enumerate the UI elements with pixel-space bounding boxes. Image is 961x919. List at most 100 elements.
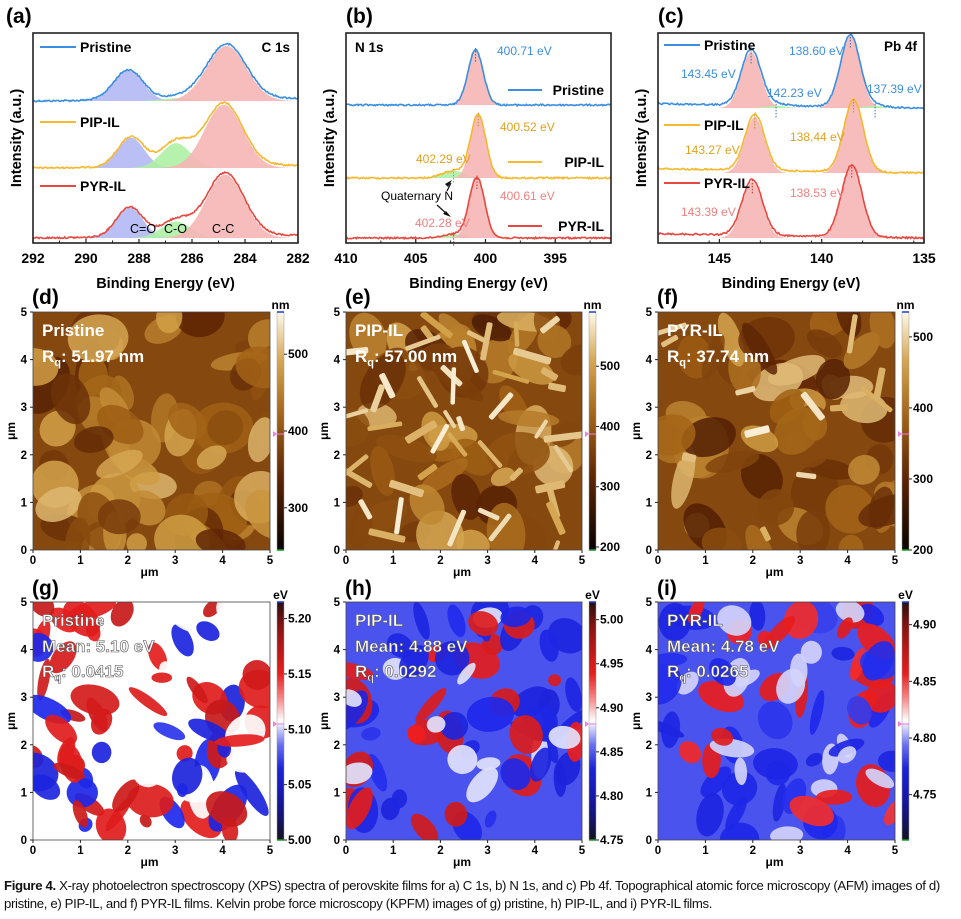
series-line-pristine	[32, 42, 299, 103]
domain	[434, 640, 470, 676]
x-tick-label: 2	[125, 555, 131, 567]
x-tick-label: 0	[30, 845, 36, 857]
x-tick-label: 3	[172, 555, 178, 567]
domain	[361, 727, 381, 741]
domain	[749, 602, 766, 631]
domain	[565, 677, 582, 712]
rod-crystal	[346, 454, 369, 481]
colorbar-mean-marker	[585, 721, 589, 727]
domain	[33, 602, 55, 617]
y-axis-label: Intensity (a.u.)	[322, 89, 338, 187]
peak-fill	[818, 36, 883, 108]
rod-crystal	[346, 347, 369, 356]
legend-label: Pristine	[553, 82, 605, 98]
peak-fill	[821, 101, 887, 173]
y-tick-label: 4	[21, 645, 28, 657]
y-tick-label: 5	[334, 307, 341, 319]
domain	[711, 727, 734, 746]
annotation-c-c: C-C	[212, 222, 234, 236]
panel-label: (a)	[6, 5, 32, 28]
grain	[560, 343, 582, 376]
grain	[701, 333, 725, 380]
domain	[66, 777, 98, 808]
x-tick-label: 2	[437, 845, 443, 857]
panel-label: (h)	[345, 577, 372, 600]
peak-label: 137.39 eV	[867, 82, 922, 96]
x-tick-label: 4	[844, 845, 851, 857]
rod-crystal	[760, 526, 771, 542]
rod-crystal	[540, 367, 559, 381]
chart-title: N 1s	[355, 40, 384, 55]
domain	[858, 603, 885, 626]
domain	[734, 757, 748, 786]
x-tick-label: 0	[343, 555, 349, 567]
y-tick-label: 0	[646, 545, 652, 557]
x-tick-label: 2	[750, 845, 756, 857]
rq-label: Rq: 0.0265	[667, 662, 748, 684]
colorbar-mean-marker	[273, 721, 277, 727]
x-tick-label: 3	[797, 555, 803, 567]
afm-panel-d: (d) Pristine Rq: 51.97 nm 0 1 2 3 4 5 0 1 2 3 4 5 μm μm n…	[4, 286, 308, 579]
colorbar-tick-label: 5.00	[288, 833, 312, 847]
grain	[175, 312, 225, 338]
domain	[415, 687, 447, 723]
domain	[837, 746, 857, 764]
y-axis-label: μm	[629, 422, 643, 440]
xps-panel-b: (b) Pristine PIP-IL PYR-IL 410 405 400 395 Bindi…	[322, 5, 612, 292]
x-axis-label: μm	[765, 565, 783, 579]
y-tick-label: 3	[334, 402, 340, 414]
domain	[33, 694, 72, 724]
grain	[96, 449, 143, 479]
domain	[447, 744, 478, 775]
x-tick-label: 145	[708, 250, 732, 266]
rq-label: Rq: 0.0292	[355, 662, 436, 684]
grain	[97, 499, 141, 535]
y-tick-label: 1	[334, 787, 341, 799]
colorbar-unit: nm	[584, 298, 602, 312]
grain	[235, 346, 270, 389]
rod-crystal	[420, 312, 453, 339]
x-tick-label: 1	[702, 555, 709, 567]
rod-crystal	[477, 440, 503, 468]
rod-crystal	[873, 367, 886, 400]
domain	[176, 783, 188, 797]
x-tick-label: 4	[219, 845, 226, 857]
y-tick-label: 5	[334, 597, 341, 609]
x-tick-label: 1	[702, 845, 709, 857]
rod-crystal	[417, 463, 438, 481]
x-tick-label: 135	[912, 250, 936, 266]
rod-crystal	[860, 386, 893, 413]
domain	[809, 690, 825, 735]
rod-crystal	[461, 339, 479, 373]
grain	[741, 454, 783, 500]
series-line-pyr-il	[657, 164, 925, 240]
domain	[678, 741, 702, 764]
grain	[741, 322, 778, 375]
x-tick-label: 292	[21, 250, 45, 266]
domain	[548, 674, 562, 687]
peak-label: 400.52 eV	[500, 120, 555, 134]
y-tick-label: 0	[334, 835, 340, 847]
y-tick-label: 3	[21, 692, 27, 704]
rod-crystal	[658, 322, 687, 337]
domain	[466, 767, 499, 803]
colorbar-tick-label: 4.80	[600, 789, 624, 803]
domain	[128, 687, 168, 717]
domain	[186, 676, 208, 704]
rod-crystal	[829, 404, 849, 412]
domain	[171, 623, 194, 657]
domain	[440, 711, 469, 740]
x-tick-label: 395	[544, 250, 568, 266]
colorbar-unit: nm	[897, 298, 915, 312]
rod-crystal	[546, 501, 566, 535]
rod-crystal	[488, 392, 514, 420]
domain	[835, 602, 865, 623]
grain	[33, 348, 59, 386]
rod-crystal	[388, 479, 425, 498]
series-line-pyr-il	[345, 176, 612, 241]
x-tick-label: 4	[532, 845, 539, 857]
domain	[95, 808, 127, 840]
annotation-c-eq-o: C=O	[130, 222, 156, 236]
rod-crystal	[346, 408, 369, 419]
rod-crystal	[661, 334, 679, 348]
